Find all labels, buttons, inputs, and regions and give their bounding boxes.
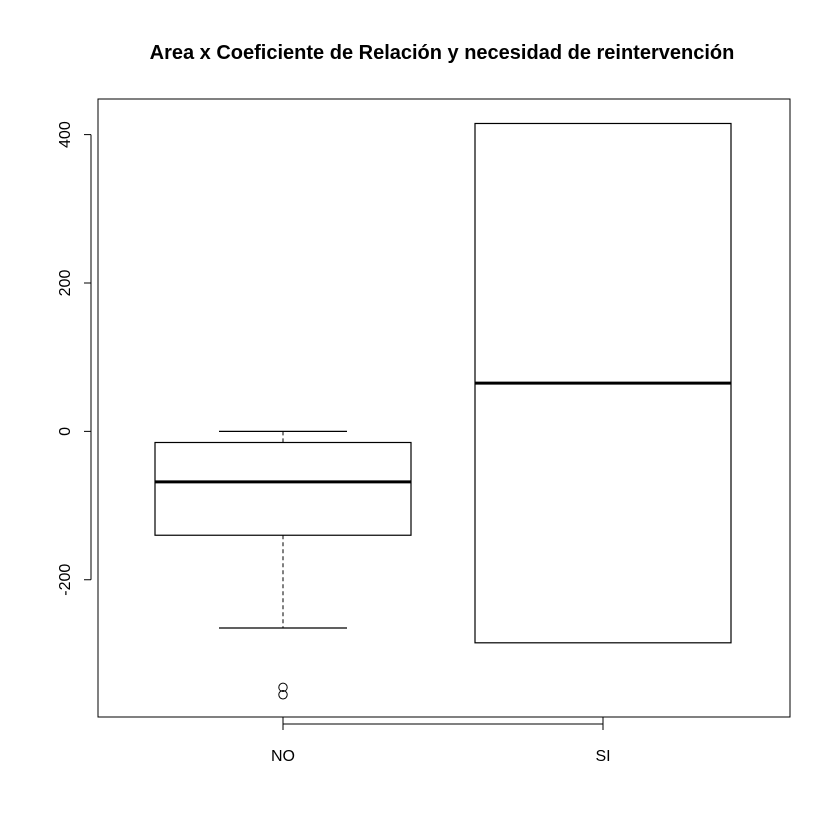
y-tick-label: 0 (57, 427, 74, 436)
box-NO (154, 441, 412, 536)
box-series (154, 122, 732, 700)
y-tick-label: 400 (57, 121, 74, 148)
y-axis-ticks: -200 0 200 400 (57, 121, 91, 596)
x-tick-label: NO (271, 748, 295, 765)
outlier-point-NO (278, 682, 288, 693)
x-axis-ticks: NO SI (271, 717, 611, 765)
y-tick-label: 200 (57, 270, 74, 297)
x-tick-label: SI (595, 748, 610, 765)
outlier-point-NO (278, 690, 288, 700)
y-tick-label: -200 (57, 564, 74, 596)
plot-frame (97, 98, 791, 718)
chart-title: Area x Coeficiente de Relación y necesid… (150, 42, 735, 64)
